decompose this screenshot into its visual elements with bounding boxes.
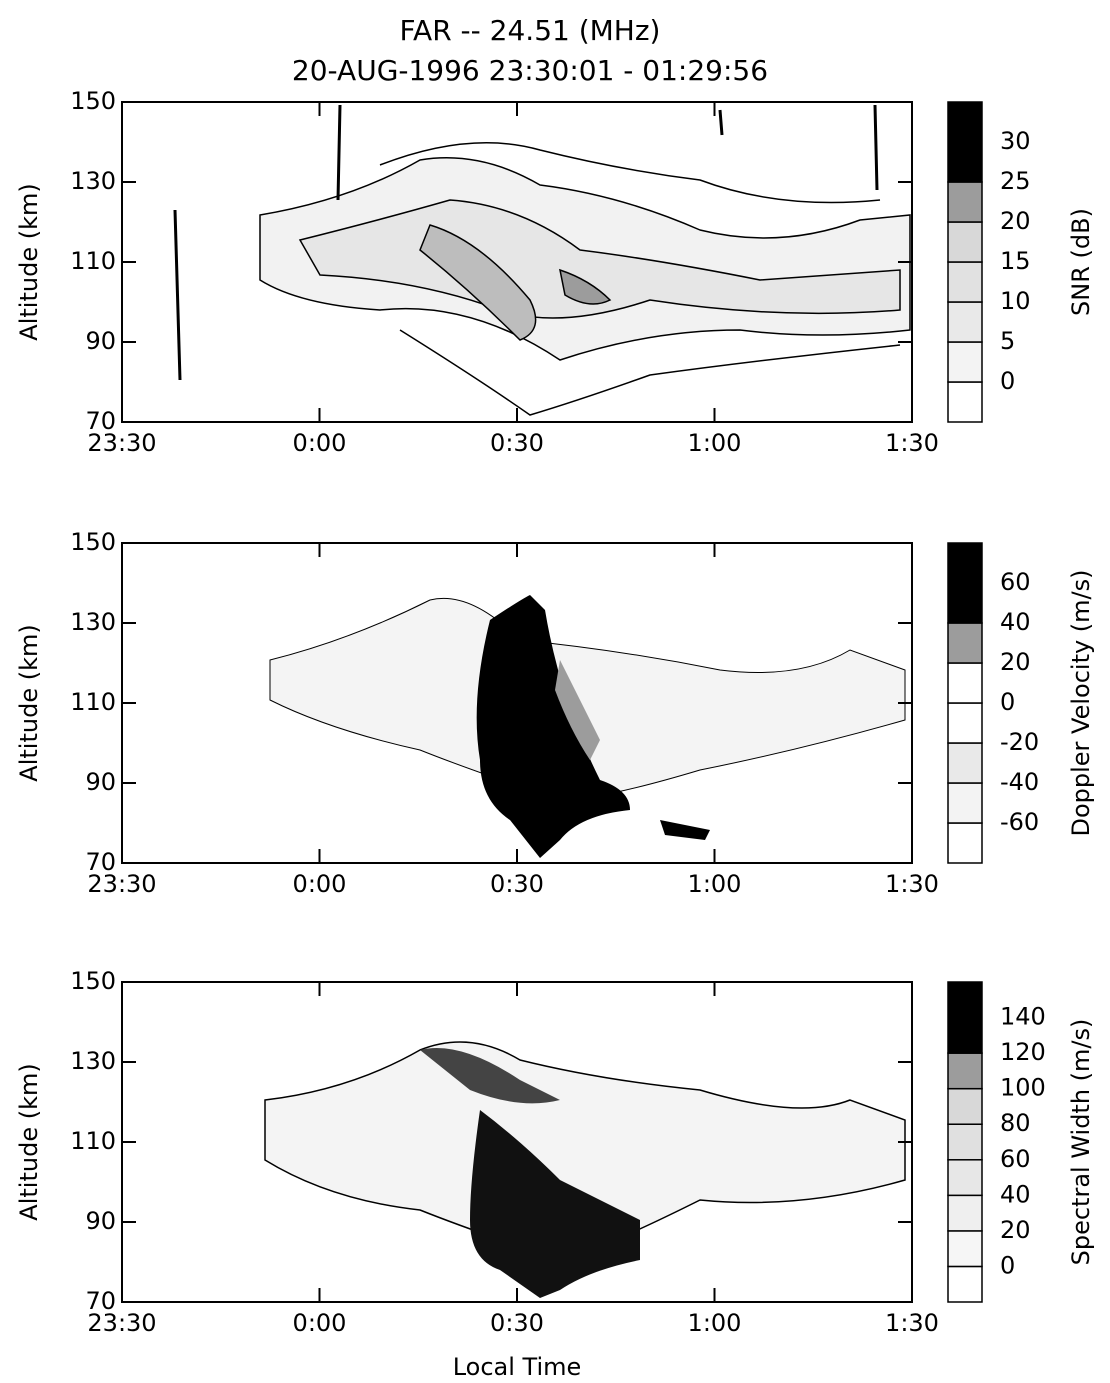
y-tick-label: 130 — [70, 167, 116, 195]
colorbar-tick-label: -60 — [1000, 808, 1039, 836]
colorbar-tick-label: 20 — [1000, 207, 1031, 235]
x-axis-label: Local Time — [453, 1353, 582, 1381]
y-tick-label: 110 — [70, 247, 116, 275]
figure-subtitle: 20-AUG-1996 23:30:01 - 01:29:56 — [292, 54, 768, 87]
y-tick-label: 130 — [70, 1047, 116, 1075]
colorbar-tick-label: 100 — [1000, 1074, 1046, 1102]
colorbar-box — [947, 1194, 983, 1232]
y-tick-label: 90 — [85, 1207, 116, 1235]
colorbar-box — [947, 381, 983, 423]
x-tick-label: 1:30 — [885, 870, 939, 898]
x-tick-label: 23:30 — [87, 1309, 156, 1337]
colorbar-tick-label: 0 — [1000, 688, 1015, 716]
y-axis-label: Altitude (km) — [15, 624, 43, 781]
colorbar-box — [947, 181, 983, 223]
colorbar-box — [947, 261, 983, 303]
colorbar-box — [947, 301, 983, 343]
y-tick-label: 150 — [70, 87, 116, 115]
y-tick-label: 90 — [85, 327, 116, 355]
x-tick-label: 1:00 — [688, 429, 742, 457]
doppler-features — [269, 595, 906, 858]
y-tick-label: 90 — [85, 768, 116, 796]
x-tick-label: 1:30 — [885, 429, 939, 457]
x-tick-label: 1:00 — [688, 870, 742, 898]
x-tick-label: 0:30 — [490, 1309, 544, 1337]
colorbar-box — [947, 542, 983, 624]
y-tick-label: 150 — [70, 967, 116, 995]
colorbar-tick-label: -40 — [1000, 768, 1039, 796]
colorbar-box — [947, 1052, 983, 1090]
colorbar-box — [947, 1159, 983, 1197]
x-tick-label: 1:00 — [688, 1309, 742, 1337]
colorbar-box — [947, 742, 983, 784]
colorbar-tick-label: 40 — [1000, 608, 1031, 636]
y-tick-label: 150 — [70, 528, 116, 556]
colorbar-box — [947, 341, 983, 383]
colorbar-tick-label: 25 — [1000, 167, 1031, 195]
x-tick-label: 0:00 — [293, 429, 347, 457]
x-tick-label: 23:30 — [87, 870, 156, 898]
colorbar-tick-label: 40 — [1000, 1180, 1031, 1208]
y-tick-label: 70 — [85, 407, 116, 435]
x-tick-label: 1:30 — [885, 1309, 939, 1337]
x-tick-label: 0:30 — [490, 429, 544, 457]
colorbar-label: Spectral Width (m/s) — [1067, 1019, 1095, 1266]
y-tick-label: 110 — [70, 688, 116, 716]
y-tick-label: 130 — [70, 608, 116, 636]
colorbar-tick-label: 120 — [1000, 1038, 1046, 1066]
colorbar-box — [947, 981, 983, 1054]
figure-title: FAR -- 24.51 (MHz) — [400, 14, 661, 47]
colorbar-box — [947, 702, 983, 744]
colorbar-tick-label: 0 — [1000, 1251, 1015, 1279]
x-tick-label: 23:30 — [87, 429, 156, 457]
colorbar-tick-label: 10 — [1000, 287, 1031, 315]
colorbar-tick-label: 30 — [1000, 127, 1031, 155]
x-tick-label: 0:00 — [293, 1309, 347, 1337]
snr-contours — [173, 104, 911, 416]
width-features — [264, 1041, 906, 1298]
colorbar-box — [947, 1087, 983, 1125]
y-tick-label: 70 — [85, 848, 116, 876]
colorbar-box — [947, 782, 983, 824]
y-tick-label: 70 — [85, 1287, 116, 1315]
colorbar-box — [947, 622, 983, 664]
x-tick-label: 0:30 — [490, 870, 544, 898]
colorbar-box — [947, 1123, 983, 1161]
y-axis-label: Altitude (km) — [15, 1063, 43, 1220]
colorbar-box — [947, 221, 983, 263]
colorbar-tick-label: 15 — [1000, 247, 1031, 275]
y-axis-label: Altitude (km) — [15, 183, 43, 340]
colorbar-tick-label: 20 — [1000, 1216, 1031, 1244]
colorbar-box — [947, 1230, 983, 1268]
colorbar-label: SNR (dB) — [1067, 208, 1095, 316]
colorbar-box — [947, 822, 983, 864]
colorbar-tick-label: 80 — [1000, 1109, 1031, 1137]
colorbar-tick-label: 20 — [1000, 648, 1031, 676]
colorbar-tick-label: 60 — [1000, 1145, 1031, 1173]
x-tick-label: 0:00 — [293, 870, 347, 898]
colorbar-box — [947, 101, 983, 183]
colorbar-tick-label: -20 — [1000, 728, 1039, 756]
colorbar-box — [947, 662, 983, 704]
colorbar-box — [947, 1265, 983, 1303]
colorbar-tick-label: 60 — [1000, 568, 1031, 596]
colorbar-tick-label: 0 — [1000, 367, 1015, 395]
colorbar-tick-label: 5 — [1000, 327, 1015, 355]
colorbar-tick-label: 140 — [1000, 1003, 1046, 1031]
y-tick-label: 110 — [70, 1127, 116, 1155]
colorbar-label: Doppler Velocity (m/s) — [1067, 569, 1095, 836]
